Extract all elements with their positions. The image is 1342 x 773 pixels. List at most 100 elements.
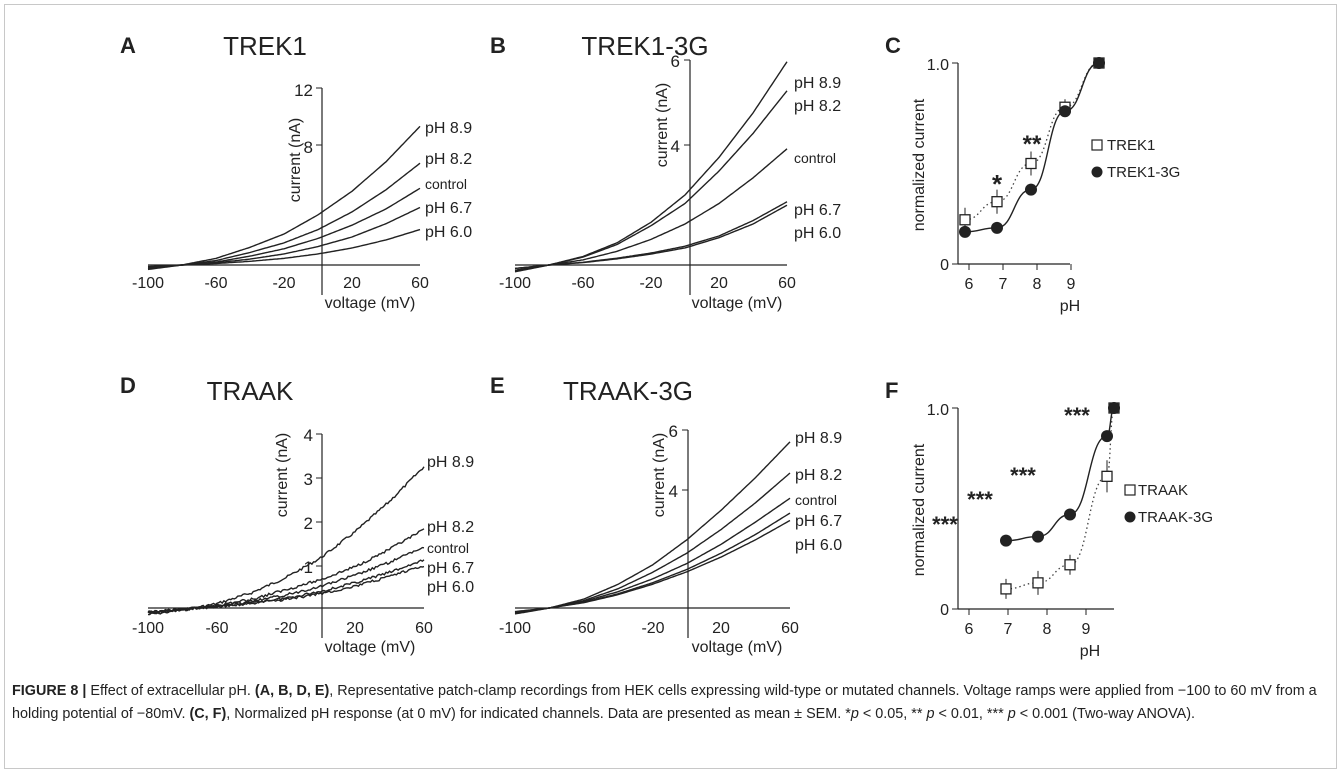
panel-letter-b: B	[490, 33, 506, 58]
panel-b-xlabel: voltage (mV)	[692, 295, 783, 312]
caption-text: Effect of extracellular pH.	[86, 683, 255, 699]
panel-b-title: TREK1-3G	[581, 31, 708, 61]
panel-c-xtick: 9	[1067, 276, 1076, 293]
panel-letter-c: C	[885, 33, 901, 58]
caption-label: FIGURE 8 |	[12, 683, 87, 699]
panel-d-ylabel: current (nA)	[274, 433, 291, 517]
panel-letter-a: A	[120, 33, 136, 58]
panel-d-trace-label: pH 6.0	[427, 579, 474, 596]
panel-d-trace-label: control	[427, 540, 469, 556]
panel-a-ytick: 8	[304, 138, 313, 157]
iv-trace	[147, 528, 425, 615]
panel-f-ytick: 0	[940, 602, 949, 619]
data-point-filled-circle	[1093, 57, 1105, 69]
panel-a-trace-label: pH 6.7	[425, 200, 472, 217]
panel-a-xtick: 20	[343, 275, 361, 292]
panel-b-trace-label: pH 8.9	[794, 75, 841, 92]
panel-d-xtick: 20	[346, 620, 364, 637]
data-point-filled-circle	[1064, 508, 1076, 521]
panel-f-significance: ***	[967, 487, 993, 512]
data-point-filled-circle	[1059, 105, 1071, 118]
data-point-filled-circle	[1000, 534, 1012, 547]
panel-d-ytick: 3	[304, 470, 313, 489]
panel-a-ytick: 12	[294, 81, 313, 100]
iv-trace	[514, 512, 791, 613]
panel-d-trace-label: pH 6.7	[427, 560, 474, 577]
panel-c-legend-filled-circle	[1091, 166, 1103, 178]
iv-trace	[147, 125, 421, 271]
panel-d-traces	[147, 466, 425, 616]
panel-e-xtick: -100	[499, 620, 531, 637]
panel-d-ytick: 1	[304, 558, 313, 577]
panel-f-xtick: 6	[965, 621, 974, 638]
panel-d-xlabel: voltage (mV)	[325, 639, 416, 656]
caption-p-symbol: p	[1007, 705, 1016, 722]
panel-e-trace-label: pH 6.0	[795, 537, 842, 554]
panel-b-ytick: 4	[671, 137, 680, 156]
panel-d-xtick: -20	[274, 620, 297, 637]
panel-e: TRAAK-3G 6 4 current (nA) -100 -60 -20 2…	[499, 376, 842, 656]
caption-p-symbol: p	[850, 705, 859, 722]
panel-letter-f: F	[885, 378, 898, 403]
figure-graphic: A B C D E F TREK1 12 8 current (nA) -100…	[120, 31, 1213, 660]
caption-text: , Normalized pH response (at 0 mV) for i…	[226, 705, 851, 722]
panel-letter-d: D	[120, 373, 136, 398]
panel-e-xtick: -20	[641, 620, 664, 637]
panel-f-legend-label: TRAAK-3G	[1138, 509, 1213, 526]
panel-a-xtick: 60	[411, 275, 429, 292]
panel-c-ytick: 0	[940, 257, 949, 274]
panel-b-ytick: 6	[671, 52, 680, 71]
data-point-open-square	[991, 196, 1003, 208]
panel-c-xlabel: pH	[1060, 298, 1080, 315]
panel-e-trace-label: control	[795, 492, 837, 508]
panel-f-significance: ***	[932, 512, 958, 537]
panel-b: TREK1-3G 6 4 current (nA) -100 -60 -20 2…	[499, 31, 841, 312]
data-point-filled-circle	[1101, 430, 1113, 443]
panel-f-significance: ***	[1064, 403, 1090, 428]
panel-a-xlabel: voltage (mV)	[325, 295, 416, 312]
panel-f-xtick: 8	[1043, 621, 1052, 638]
panel-a: TREK1 12 8 current (nA) -100 -60 -20 20 …	[132, 31, 472, 312]
iv-trace	[514, 519, 791, 613]
panel-e-trace-label: pH 8.9	[795, 430, 842, 447]
caption-text: < 0.001 (Two-way ANOVA).	[1015, 705, 1196, 722]
data-point-open-square	[1101, 470, 1113, 482]
panel-c-legend-open-square	[1091, 139, 1103, 151]
caption-panel-ref: (C, F)	[189, 705, 227, 722]
panel-d-xtick: -100	[132, 620, 164, 637]
panel-c-significance: **	[1023, 131, 1042, 158]
caption-panel-ref: (A, B, D, E)	[254, 683, 330, 699]
data-point-open-square	[1000, 583, 1012, 595]
iv-trace	[147, 162, 421, 270]
panel-f-xtick: 7	[1004, 621, 1013, 638]
data-point-open-square	[959, 214, 971, 226]
panel-d-trace-label: pH 8.9	[427, 454, 474, 471]
panel-b-xtick: -100	[499, 275, 531, 292]
panel-f-legend-filled-circle	[1124, 511, 1136, 523]
panel-f-legend-label: TRAAK	[1138, 482, 1188, 499]
panel-b-trace-label: control	[794, 150, 836, 166]
panel-c-significance: *	[992, 169, 1003, 199]
panel-a-xtick: -60	[204, 275, 227, 292]
panel-d-trace-label: pH 8.2	[427, 519, 474, 536]
panel-a-trace-label: pH 8.2	[425, 151, 472, 168]
panel-a-trace-label: control	[425, 176, 467, 192]
panel-f-legend-open-square	[1124, 484, 1136, 496]
caption-text: < 0.05, **	[858, 705, 927, 722]
data-point-filled-circle	[1025, 183, 1037, 196]
panel-d: TRAAK 4 3 2 1 current (nA) -100 -60 -20 …	[132, 376, 474, 656]
panel-c-ytick: 1.0	[927, 57, 949, 74]
panel-b-xtick: -60	[571, 275, 594, 292]
panel-f-significance: ***	[1010, 463, 1036, 488]
caption-p-symbol: p	[926, 705, 935, 722]
panel-e-trace-label: pH 6.7	[795, 513, 842, 530]
iv-trace	[514, 90, 788, 272]
panel-c-legend-label: TREK1-3G	[1107, 164, 1180, 181]
iv-trace	[514, 201, 788, 270]
panel-f-data	[1000, 401, 1120, 599]
panel-e-traces	[514, 441, 791, 615]
caption-text: , Representative patch-clamp recordings …	[12, 683, 1317, 722]
panel-a-xtick: -20	[272, 275, 295, 292]
panel-e-trace-label: pH 8.2	[795, 467, 842, 484]
iv-trace	[514, 61, 788, 273]
